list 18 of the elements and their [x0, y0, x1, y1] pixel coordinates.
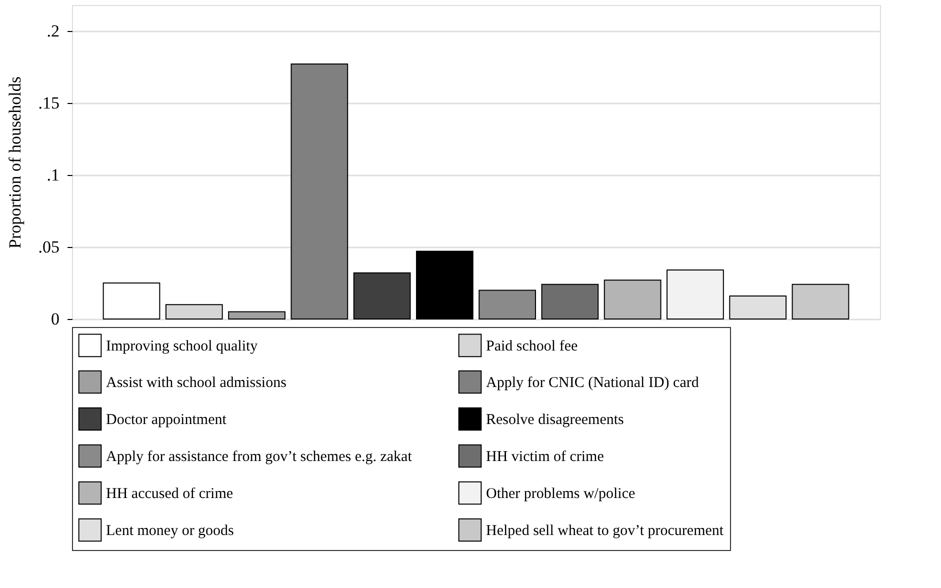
legend-label: Lent money or goods	[106, 523, 234, 539]
y-tick-label: 0	[51, 310, 60, 328]
legend-label: Other problems w/police	[486, 486, 636, 502]
legend-label: HH accused of crime	[106, 486, 234, 502]
legend-label: Improving school quality	[106, 338, 258, 354]
y-tick-label: .1	[46, 165, 60, 184]
y-tick-label: .2	[46, 21, 60, 40]
legend-label: HH victim of crime	[486, 449, 604, 465]
legend-label: Helped sell wheat to gov’t procurement	[486, 523, 724, 539]
legend-label: Resolve disagreements	[486, 412, 624, 428]
y-axis-title: Proportion of households	[5, 76, 24, 248]
y-tick-label: .15	[38, 93, 60, 112]
legend-label: Paid school fee	[486, 338, 578, 354]
legend-label: Assist with school admissions	[106, 375, 287, 391]
y-tick-label: .05	[38, 237, 60, 256]
legend-label: Doctor appointment	[106, 412, 228, 428]
legend-label: Apply for CNIC (National ID) card	[486, 375, 700, 391]
legend-label: Apply for assistance from gov’t schemes e.g. zakat	[106, 449, 413, 465]
